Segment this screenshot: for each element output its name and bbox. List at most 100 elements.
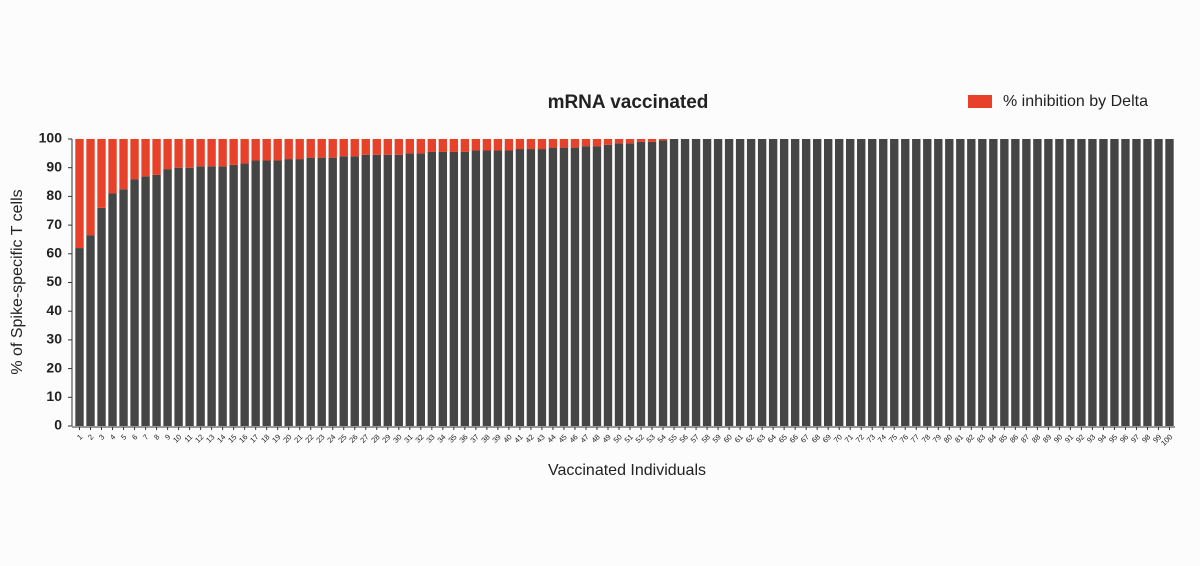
bar-segment [592, 139, 602, 147]
bar-segment [945, 139, 954, 426]
bar-segment [185, 167, 194, 426]
bar-segment [934, 139, 943, 426]
y-tick-label: 100 [39, 130, 63, 146]
bar-segment [923, 139, 932, 426]
bar-segment [515, 139, 525, 150]
bar-segment [526, 149, 536, 427]
bar-segment [449, 139, 459, 152]
bar-segment [416, 153, 425, 426]
bar-segment [1000, 139, 1009, 426]
bar-segment [647, 141, 657, 426]
bar-segment [515, 149, 525, 427]
bar-segment [625, 139, 635, 144]
bar-segment [229, 164, 238, 426]
bar-segment [306, 139, 315, 158]
x-tick-label: 7 [141, 432, 150, 441]
bar-segment [614, 143, 624, 426]
bar-segment [735, 139, 745, 426]
chart-title: mRNA vaccinated [548, 92, 709, 113]
bar-segment [559, 139, 569, 148]
bar-segment [790, 139, 800, 426]
bar-segment [262, 139, 271, 161]
bar-segment [141, 139, 150, 177]
bar-segment [570, 139, 580, 148]
bar-segment [251, 160, 260, 426]
bar-segment [471, 139, 481, 151]
bar-segment [75, 139, 84, 249]
x-tick-label: 9 [163, 432, 172, 441]
bar-segment [548, 139, 558, 148]
y-tick-label: 80 [46, 187, 62, 203]
bar-segment [207, 166, 216, 426]
y-axis-label: % of Spike-specific T cells [9, 189, 26, 374]
bar-segment [570, 147, 580, 427]
bar-segment [647, 139, 657, 142]
bar-segment [163, 139, 172, 170]
bar-segment [86, 235, 95, 426]
bar-segment [427, 151, 437, 427]
bar-segment [746, 139, 756, 426]
bar-segment [405, 139, 414, 154]
bar-segment [757, 139, 767, 426]
bar-segment [868, 139, 877, 426]
bar-segment [493, 139, 503, 151]
bar-segment [383, 154, 392, 426]
bar-segment [1022, 139, 1031, 426]
bar-segment [372, 154, 381, 426]
bar-segment [559, 147, 569, 427]
bar-segment [824, 139, 833, 426]
bar-segment [1033, 139, 1042, 426]
x-tick-label: 1 [75, 432, 84, 441]
bar-segment [229, 139, 238, 165]
bar-segment [504, 150, 514, 427]
bar-segment [978, 139, 987, 426]
bar-segment [482, 150, 492, 427]
bar-segment [174, 167, 183, 426]
bar-segment [328, 157, 337, 426]
bar-segment [350, 139, 359, 157]
bar-segment [449, 151, 459, 427]
bar-segment [890, 139, 899, 426]
bar-segment [262, 160, 271, 426]
y-tick-label: 20 [46, 359, 62, 375]
bar-segment [1132, 139, 1141, 426]
bar-segment [218, 139, 227, 167]
bar-segment [504, 139, 514, 151]
bar-segment [713, 139, 723, 426]
bar-segment [273, 160, 282, 426]
x-tick-label: 2 [86, 432, 95, 441]
bar-segment [251, 139, 260, 161]
bar-segment [1110, 139, 1119, 426]
bar-segment [339, 156, 348, 426]
bar-segment [835, 139, 844, 426]
y-tick-label: 40 [46, 302, 62, 318]
x-tick-label: 6 [130, 432, 139, 441]
x-tick-label: 4 [108, 432, 117, 441]
legend-label: % inhibition by Delta [1003, 93, 1148, 110]
bar-segment [1066, 139, 1075, 426]
bar-segment [669, 139, 679, 426]
bar-segment [857, 139, 866, 426]
bar-segment [493, 150, 503, 427]
x-tick-label: 10 [171, 432, 183, 444]
bar-segment [317, 139, 326, 158]
bar-segment [901, 139, 910, 426]
x-tick-label: 11 [183, 432, 195, 444]
bar-segment [1077, 139, 1086, 426]
bar-segment [460, 151, 470, 427]
bar-segment [438, 151, 448, 427]
bar-segment [989, 139, 998, 426]
bar-segment [75, 248, 84, 426]
bar-segment [284, 139, 293, 160]
bar-segment [328, 139, 337, 158]
bar-segment [879, 139, 888, 426]
bar-segment [119, 189, 128, 426]
bar-segment [141, 176, 150, 426]
bar-segment [1121, 139, 1130, 426]
bar-segment [581, 146, 591, 427]
bar-segment [912, 139, 921, 426]
bar-segment [372, 139, 381, 155]
bar-segment [460, 139, 470, 152]
bar-segment [130, 179, 139, 426]
bar-segment [130, 139, 139, 180]
